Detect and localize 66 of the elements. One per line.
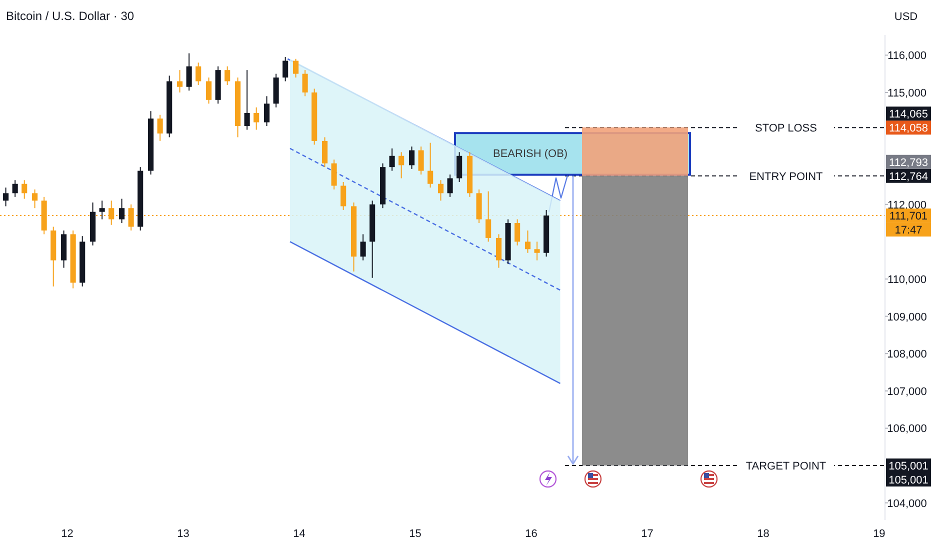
candlestick — [514, 218, 520, 246]
candlestick — [340, 181, 346, 210]
x-tick-label: 18 — [757, 528, 770, 540]
x-tick-label: 14 — [293, 528, 306, 540]
candlestick — [428, 142, 434, 188]
candlestick — [389, 148, 395, 172]
candlestick — [254, 106, 260, 130]
text: 114,058 — [889, 122, 928, 135]
y-tick-label: 107,000 — [887, 386, 927, 398]
y-tick-label: 106,000 — [887, 423, 927, 436]
chart-title: Bitcoin / U.S. Dollar · 30 — [6, 9, 134, 23]
y-tick-label: 112,000 — [888, 199, 926, 212]
ref-line-label: ENTRY POINT — [749, 170, 824, 183]
text: 17:47 — [894, 224, 922, 237]
text: 105,001 — [888, 474, 928, 486]
text: 114,065 — [889, 108, 928, 121]
candlestick — [196, 62, 202, 86]
candlestick — [282, 56, 288, 82]
candlestick — [264, 96, 270, 127]
x-tick-label: 19 — [873, 528, 886, 540]
text: 112,793 — [889, 156, 928, 169]
candlestick — [418, 146, 424, 176]
band-label: BEARISH (OB) — [493, 148, 568, 160]
candlestick — [99, 200, 105, 220]
candlestick — [486, 190, 492, 242]
y-tick-label: 110,000 — [888, 274, 926, 286]
x-tick-label: 16 — [525, 528, 538, 540]
x-tick-label: 12 — [61, 528, 74, 540]
candlestick — [524, 230, 531, 254]
y-axis-title: USD — [894, 11, 918, 23]
candlestick — [12, 180, 18, 198]
candlestick — [119, 198, 125, 224]
candlestick — [302, 70, 308, 97]
text: 105,001 — [888, 460, 928, 472]
candlestick — [534, 241, 540, 261]
candlestick — [186, 52, 192, 92]
y-tick-label: 109,000 — [887, 311, 927, 324]
candlestick — [22, 180, 28, 200]
candlestick — [206, 77, 212, 104]
y-tick-label: 108,000 — [887, 348, 927, 361]
ref-line-label: STOP LOSS — [755, 122, 817, 135]
candlestick — [447, 174, 453, 198]
candlestick — [32, 188, 38, 209]
text: 112,764 — [889, 170, 928, 183]
candlestick — [3, 187, 9, 207]
candlestick — [292, 58, 299, 78]
candlestick — [224, 66, 230, 86]
y-tick-label: 115,000 — [888, 87, 926, 100]
candlestick — [331, 159, 337, 190]
y-tick-label: 104,000 — [887, 498, 927, 510]
candlestick — [398, 152, 404, 179]
candlestick — [496, 234, 502, 268]
candlestick — [438, 180, 444, 202]
candlestick — [322, 136, 328, 168]
candlestick — [360, 234, 366, 261]
candlestick — [244, 70, 250, 130]
text: 111,701 — [889, 210, 928, 223]
candlestick — [408, 146, 415, 170]
ref-line-label: TARGET POINT — [746, 460, 826, 472]
y-tick-label: 116,000 — [888, 50, 926, 62]
x-tick-label: 13 — [177, 528, 190, 540]
candlestick — [157, 114, 163, 142]
x-tick-label: 17 — [641, 528, 654, 540]
x-tick-label: 15 — [409, 528, 422, 540]
candlestick — [456, 152, 462, 182]
candlestick — [177, 70, 183, 93]
